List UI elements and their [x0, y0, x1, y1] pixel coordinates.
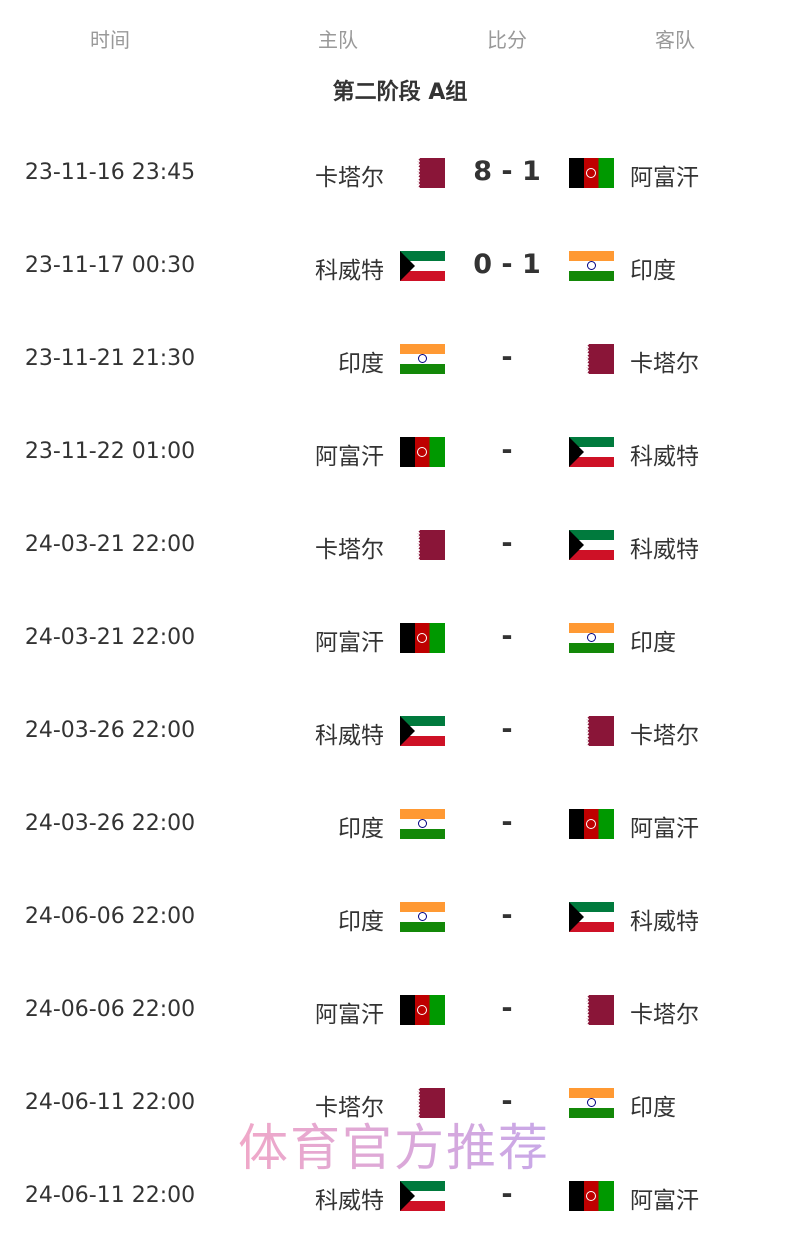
- home-flag-icon: [400, 902, 445, 932]
- match-row[interactable]: 24-06-11 22:00 科威特 - 阿富汗: [0, 1175, 800, 1215]
- away-flag-icon: [584, 344, 614, 374]
- match-score: -: [501, 900, 513, 931]
- home-team: 印度: [338, 816, 384, 842]
- home-flag-icon: [415, 530, 445, 560]
- group-title: 第二阶段 A组: [332, 80, 468, 105]
- home-team: 科威特: [315, 723, 384, 749]
- match-row[interactable]: 24-03-26 22:00 科威特 - 卡塔尔: [0, 710, 800, 750]
- match-time: 23-11-17 00:30: [24, 253, 196, 278]
- away-team: 科威特: [630, 909, 699, 935]
- match-score: 8 - 1: [473, 156, 541, 187]
- match-score: -: [501, 807, 513, 838]
- match-row[interactable]: 24-03-26 22:00 印度 - 阿富汗: [0, 803, 800, 843]
- match-time: 24-03-21 22:00: [24, 532, 196, 557]
- match-row[interactable]: 23-11-21 21:30 印度 - 卡塔尔: [0, 338, 800, 378]
- away-team: 科威特: [630, 537, 699, 563]
- watermark: 体育官方推荐: [238, 1119, 550, 1177]
- match-score: -: [501, 1086, 513, 1117]
- match-time: 24-03-21 22:00: [24, 625, 196, 650]
- home-flag-icon: [400, 995, 445, 1025]
- home-team: 卡塔尔: [315, 1095, 384, 1121]
- away-flag-icon: [569, 530, 614, 560]
- home-flag-icon: [415, 158, 445, 188]
- away-team: 阿富汗: [630, 165, 699, 191]
- home-flag-icon: [415, 1088, 445, 1118]
- away-flag-icon: [569, 809, 614, 839]
- match-time: 24-03-26 22:00: [24, 718, 196, 743]
- home-team: 印度: [338, 351, 384, 377]
- home-team: 科威特: [315, 1188, 384, 1214]
- away-flag-icon: [569, 902, 614, 932]
- away-flag-icon: [584, 995, 614, 1025]
- home-team: 科威特: [315, 258, 384, 284]
- away-team: 阿富汗: [630, 816, 699, 842]
- header-time: 时间: [90, 28, 130, 52]
- match-score: -: [501, 993, 513, 1024]
- match-row[interactable]: 23-11-17 00:30 科威特 0 - 1 印度: [0, 245, 800, 285]
- away-flag-icon: [569, 158, 614, 188]
- match-score: -: [501, 621, 513, 652]
- home-team: 阿富汗: [315, 444, 384, 470]
- home-flag-icon: [400, 1181, 445, 1211]
- match-row[interactable]: 23-11-22 01:00 阿富汗 - 科威特: [0, 431, 800, 471]
- header-home: 主队: [318, 28, 358, 52]
- match-time: 23-11-21 21:30: [24, 346, 196, 371]
- away-team: 科威特: [630, 444, 699, 470]
- match-row[interactable]: 24-06-11 22:00 卡塔尔 - 印度: [0, 1082, 800, 1122]
- home-flag-icon: [400, 437, 445, 467]
- away-team: 卡塔尔: [630, 351, 699, 377]
- match-row[interactable]: 24-06-06 22:00 阿富汗 - 卡塔尔: [0, 989, 800, 1029]
- match-time: 24-03-26 22:00: [24, 811, 196, 836]
- away-flag-icon: [569, 623, 614, 653]
- home-team: 卡塔尔: [315, 537, 384, 563]
- match-score: -: [501, 714, 513, 745]
- match-time: 24-06-11 22:00: [24, 1090, 196, 1115]
- home-team: 卡塔尔: [315, 165, 384, 191]
- away-flag-icon: [584, 716, 614, 746]
- match-time: 24-06-06 22:00: [24, 904, 196, 929]
- away-flag-icon: [569, 437, 614, 467]
- home-flag-icon: [400, 623, 445, 653]
- match-row[interactable]: 24-03-21 22:00 卡塔尔 - 科威特: [0, 524, 800, 564]
- away-team: 印度: [630, 630, 676, 656]
- away-flag-icon: [569, 251, 614, 281]
- header-away: 客队: [655, 28, 695, 52]
- home-flag-icon: [400, 251, 445, 281]
- away-team: 卡塔尔: [630, 723, 699, 749]
- home-flag-icon: [400, 809, 445, 839]
- match-row[interactable]: 24-06-06 22:00 印度 - 科威特: [0, 896, 800, 936]
- match-time: 24-06-06 22:00: [24, 997, 196, 1022]
- match-score: -: [501, 435, 513, 466]
- header-score: 比分: [487, 28, 527, 52]
- away-team: 印度: [630, 258, 676, 284]
- match-score: -: [501, 528, 513, 559]
- home-team: 印度: [338, 909, 384, 935]
- match-row[interactable]: 23-11-16 23:45 卡塔尔 8 - 1 阿富汗: [0, 152, 800, 192]
- away-team: 印度: [630, 1095, 676, 1121]
- home-team: 阿富汗: [315, 630, 384, 656]
- match-score: -: [501, 342, 513, 373]
- away-flag-icon: [569, 1181, 614, 1211]
- home-flag-icon: [400, 344, 445, 374]
- match-score: 0 - 1: [473, 249, 541, 280]
- home-team: 阿富汗: [315, 1002, 384, 1028]
- match-score: -: [501, 1179, 513, 1210]
- home-flag-icon: [400, 716, 445, 746]
- match-time: 23-11-16 23:45: [24, 160, 196, 185]
- match-row[interactable]: 24-03-21 22:00 阿富汗 - 印度: [0, 617, 800, 657]
- match-time: 23-11-22 01:00: [24, 439, 196, 464]
- match-time: 24-06-11 22:00: [24, 1183, 196, 1208]
- away-team: 阿富汗: [630, 1188, 699, 1214]
- away-team: 卡塔尔: [630, 1002, 699, 1028]
- away-flag-icon: [569, 1088, 614, 1118]
